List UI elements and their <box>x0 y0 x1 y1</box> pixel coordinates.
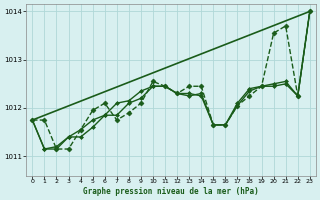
X-axis label: Graphe pression niveau de la mer (hPa): Graphe pression niveau de la mer (hPa) <box>83 187 259 196</box>
